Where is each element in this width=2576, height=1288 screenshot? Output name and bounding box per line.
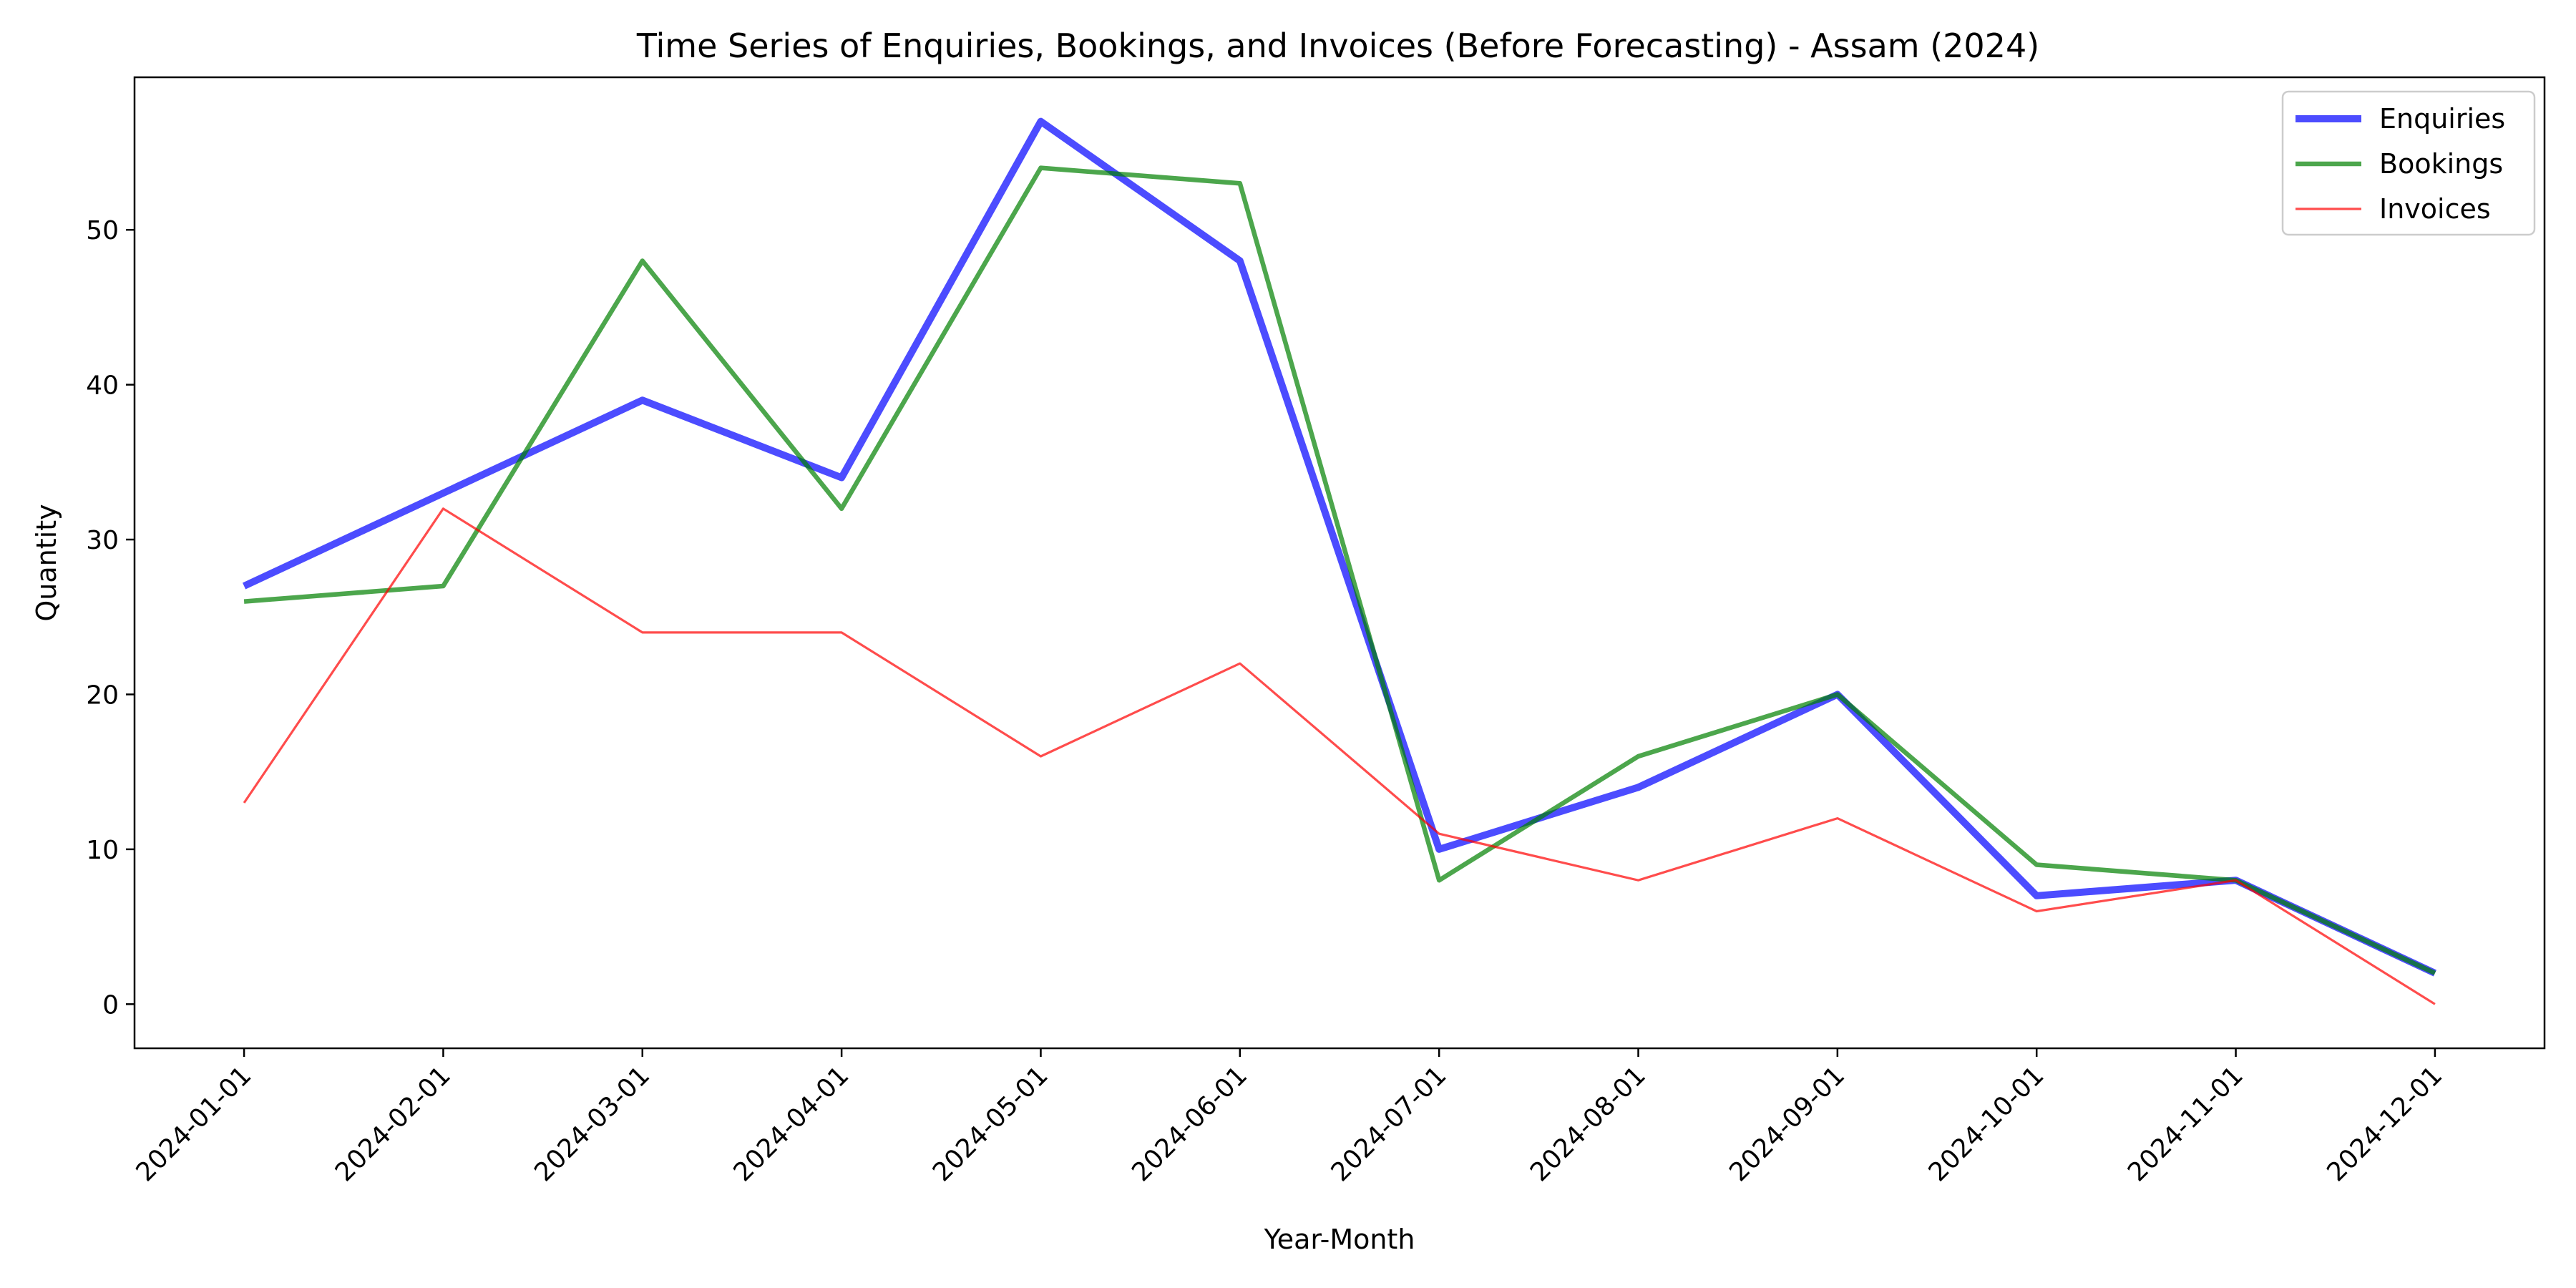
series-line-bookings — [243, 165, 2436, 975]
legend-entry-label: Invoices — [2379, 193, 2491, 225]
y-tick-label: 0 — [102, 990, 119, 1020]
y-tick-label: 50 — [86, 216, 119, 245]
plot-area — [133, 76, 2546, 1050]
x-axis-label: Year-Month — [1264, 1224, 1415, 1255]
y-tick-label: 40 — [86, 371, 119, 401]
y-tick-label: 20 — [86, 680, 119, 710]
series-lines — [242, 117, 2437, 1005]
legend-entry-label: Bookings — [2379, 148, 2503, 180]
legend-box — [2281, 90, 2536, 236]
y-tick-label: 10 — [86, 836, 119, 865]
legend-entry-label: Enquiries — [2379, 103, 2505, 135]
y-axis-label: Quantity — [31, 504, 62, 621]
series-line-enquiries — [242, 117, 2437, 977]
chart-title: Time Series of Enquiries, Bookings, and … — [636, 26, 2039, 65]
y-axis: 0 10 20 30 40 50 — [86, 216, 135, 1020]
y-tick-label: 30 — [86, 526, 119, 555]
legend: Enquiries Bookings Invoices — [2281, 90, 2536, 236]
series-line-invoices — [243, 507, 2436, 1005]
